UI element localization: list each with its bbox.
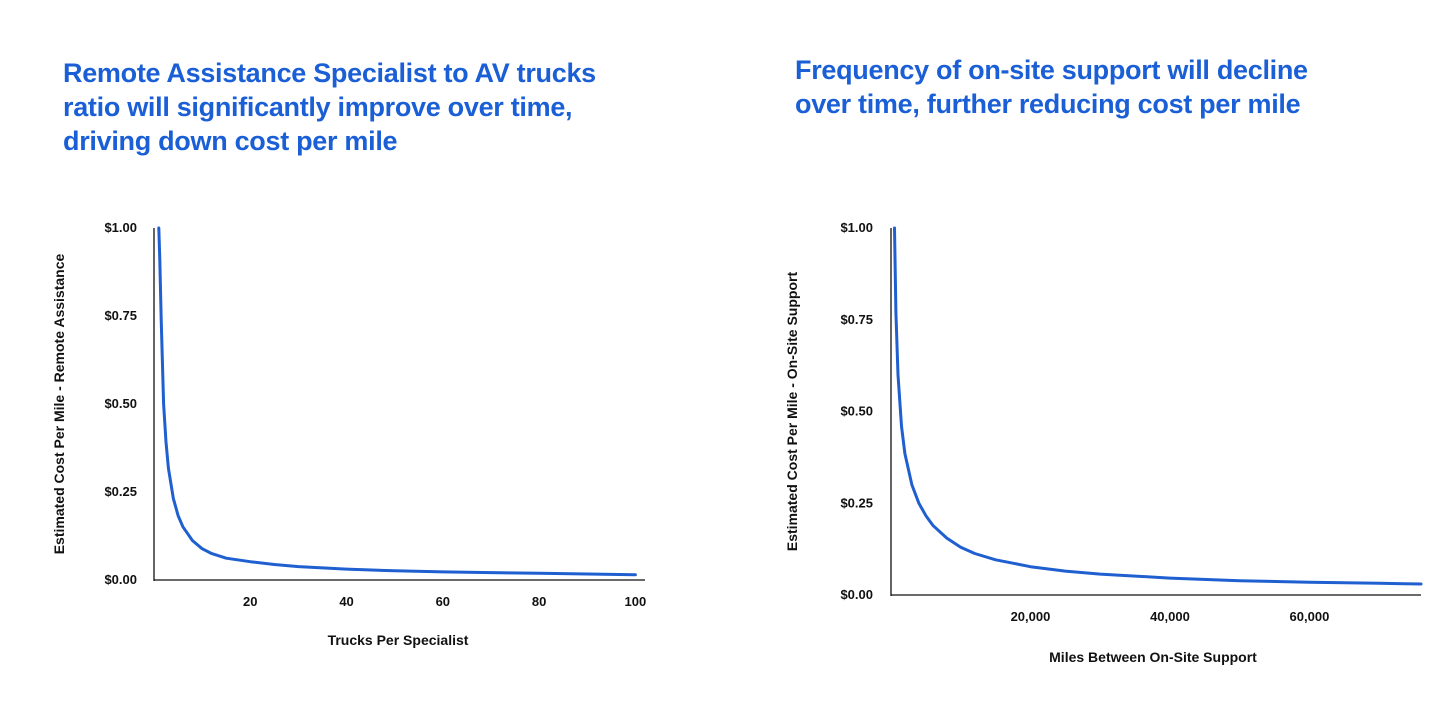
x-axis-title: Trucks Per Specialist [328, 632, 469, 648]
x-tick-label: 100 [625, 594, 647, 609]
series-line [893, 226, 1423, 586]
y-tick-label: $0.25 [104, 484, 137, 499]
y-tick-label: $0.50 [840, 404, 873, 419]
x-tick-label: 60,000 [1290, 609, 1330, 624]
y-tick-label: $1.00 [840, 220, 873, 235]
y-tick-label: $0.00 [840, 587, 873, 602]
y-tick-label: $0.75 [840, 312, 873, 327]
y-tick-label: $0.25 [840, 495, 873, 510]
x-tick-label: 40 [339, 594, 353, 609]
x-axis-title: Miles Between On-Site Support [1049, 649, 1257, 665]
x-tick-label: 40,000 [1150, 609, 1190, 624]
y-tick-label: $0.50 [104, 396, 137, 411]
x-tick-label: 20,000 [1011, 609, 1051, 624]
y-tick-label: $1.00 [104, 220, 137, 235]
left-chart-title: Remote Assistance Specialist to AV truck… [63, 58, 596, 156]
right-chart-title: Frequency of on-site support will declin… [795, 55, 1308, 119]
y-tick-label: $0.75 [104, 308, 137, 323]
series-line [157, 226, 637, 577]
x-tick-label: 60 [436, 594, 450, 609]
y-axis-title: Estimated Cost Per Mile - Remote Assista… [51, 253, 67, 554]
x-tick-label: 20 [243, 594, 257, 609]
y-axis-title: Estimated Cost Per Mile - On-Site Suppor… [784, 272, 800, 552]
x-tick-label: 80 [532, 594, 546, 609]
y-tick-label: $0.00 [104, 572, 137, 587]
